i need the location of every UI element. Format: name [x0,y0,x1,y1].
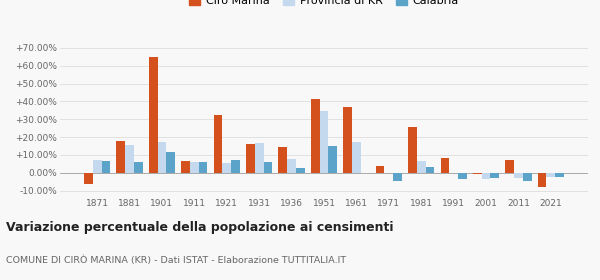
Bar [376,166,385,173]
Bar [408,127,417,173]
Bar [490,173,499,178]
Bar [101,161,110,173]
Bar [246,144,255,173]
Bar [263,162,272,173]
Bar [296,168,305,173]
Bar [352,143,361,173]
Bar [231,160,240,173]
Bar [343,107,352,173]
Bar [473,173,482,174]
Bar [425,167,434,173]
Bar [223,163,231,173]
Bar [514,173,523,178]
Bar [328,146,337,173]
Bar [125,145,134,173]
Bar [523,173,532,181]
Bar [214,115,223,173]
Legend: Cirò Marina, Provincia di KR, Calabria: Cirò Marina, Provincia di KR, Calabria [185,0,463,10]
Bar [320,111,328,173]
Text: COMUNE DI CIRÒ MARINA (KR) - Dati ISTAT - Elaborazione TUTTITALIA.IT: COMUNE DI CIRÒ MARINA (KR) - Dati ISTAT … [6,256,346,265]
Bar [93,160,101,173]
Bar [134,162,143,173]
Bar [116,141,125,173]
Bar [458,173,467,179]
Bar [417,161,425,173]
Bar [158,143,166,173]
Bar [440,158,449,173]
Bar [311,99,320,173]
Bar [287,159,296,173]
Bar [190,162,199,173]
Bar [166,152,175,173]
Text: Variazione percentuale della popolazione ai censimenti: Variazione percentuale della popolazione… [6,221,394,234]
Bar [538,173,547,187]
Bar [278,147,287,173]
Bar [547,173,555,177]
Bar [393,173,402,181]
Bar [84,173,93,185]
Bar [482,173,490,179]
Bar [555,173,564,177]
Bar [181,161,190,173]
Bar [505,160,514,173]
Bar [149,57,158,173]
Bar [199,162,208,173]
Bar [255,143,263,173]
